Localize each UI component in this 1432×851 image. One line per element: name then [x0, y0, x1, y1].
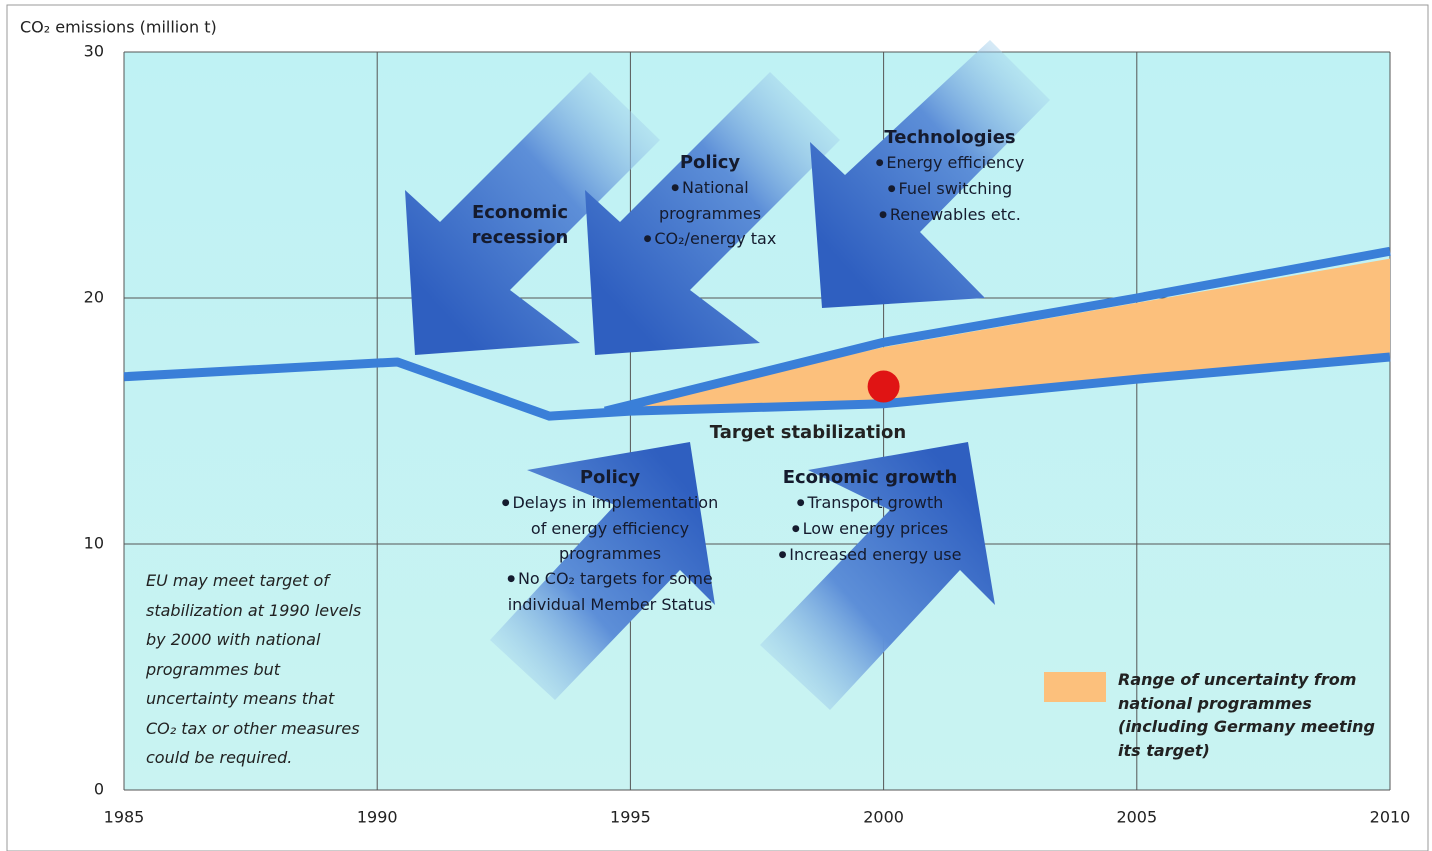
line [603, 246, 1391, 416]
arrow-label: PolicyDelays in implementation of energy… [500, 465, 720, 617]
legend-label: Range of uncertainty from national progr… [1118, 670, 1375, 760]
arrow-label: TechnologiesEnergy efficiencyFuel switch… [840, 125, 1060, 228]
arrow-item: Increased energy use [770, 542, 970, 568]
arrow-title: Policy [679, 152, 741, 173]
arrow-title: Economic recession [471, 202, 569, 248]
x-tick-label: 2010 [1370, 808, 1411, 827]
x-tick-label: 2000 [863, 808, 904, 827]
arrow-item: National programmes [640, 175, 780, 226]
arrow-item: CO₂/energy tax [640, 226, 780, 252]
legend-swatch [1044, 672, 1106, 702]
arrow-item: Transport growth [770, 490, 970, 516]
arrow-item: Energy efficiency [840, 150, 1060, 176]
arrow-label: Economic recession [450, 200, 590, 250]
point-label: Target stabilization [710, 422, 906, 443]
arrow-item: Fuel switching [840, 176, 1060, 202]
x-tick-label: 1995 [610, 808, 651, 827]
arrow-label: PolicyNational programmesCO₂/energy tax [640, 150, 780, 252]
y-tick-label: 0 [94, 780, 104, 799]
arrow-item: Low energy prices [770, 516, 970, 542]
x-tick-label: 1990 [357, 808, 398, 827]
y-tick-label: 20 [84, 288, 104, 307]
arrow-title: Technologies [884, 127, 1016, 148]
arrow-title: Economic growth [782, 467, 958, 488]
frame [6, 4, 1429, 851]
y-tick-label: 30 [84, 42, 104, 61]
arrow [405, 72, 660, 355]
arrow-title: Policy [579, 467, 641, 488]
x-tick-label: 2005 [1116, 808, 1157, 827]
target-point [867, 370, 900, 403]
y-axis-label: CO₂ emissions (million t) [20, 18, 217, 37]
x-tick-label: 1985 [104, 808, 145, 827]
arrow-label: Economic growthTransport growthLow energ… [770, 465, 970, 568]
y-tick-label: 10 [84, 534, 104, 553]
arrow-item: Renewables etc. [840, 202, 1060, 228]
line [123, 352, 1391, 421]
note: EU may meet target of stabilization at 1… [146, 571, 362, 767]
arrow-item: No CO₂ targets for some individual Membe… [500, 566, 720, 617]
arrow-item: Delays in implementation of energy effic… [500, 490, 720, 566]
